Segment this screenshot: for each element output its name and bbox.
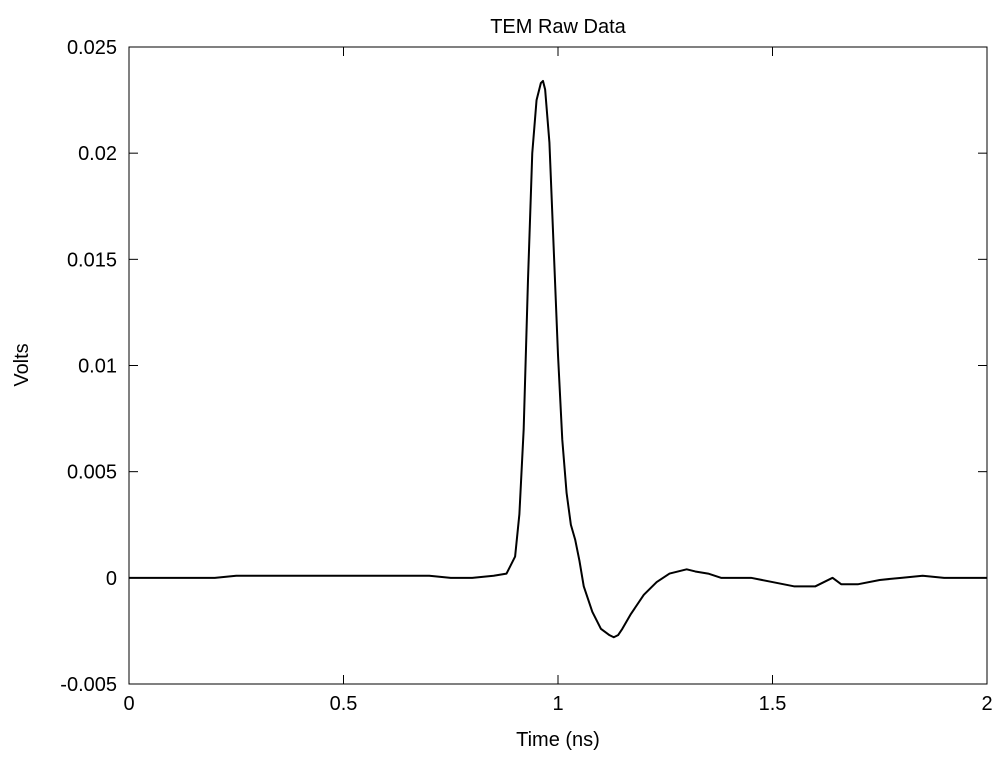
y-tick-label: 0.025 (67, 37, 117, 59)
y-tick-label: 0.01 (78, 356, 117, 378)
chart-title: TEM Raw Data (490, 16, 626, 38)
x-tick-label: 1.5 (759, 693, 787, 715)
x-tick-label: 0.5 (330, 693, 358, 715)
x-tick-label: 1 (552, 693, 563, 715)
series-line-tem-raw-data (129, 79, 987, 639)
tick-labels-layer: 0 0.5 1 1.5 2 -0.005 0 0.005 0.01 0.015 0.02 0.025 (60, 37, 992, 715)
x-tick-label: 0 (123, 693, 134, 715)
y-tick-label: 0.005 (67, 462, 117, 484)
y-axis-label: Volts (11, 343, 33, 386)
x-axis-label: Time (ns) (516, 729, 600, 751)
y-tick-label: 0.02 (78, 143, 117, 165)
x-tick-label: 2 (981, 693, 992, 715)
y-tick-label: 0.015 (67, 249, 117, 271)
y-tick-label: 0 (106, 568, 117, 590)
y-tick-label: -0.005 (60, 674, 117, 696)
